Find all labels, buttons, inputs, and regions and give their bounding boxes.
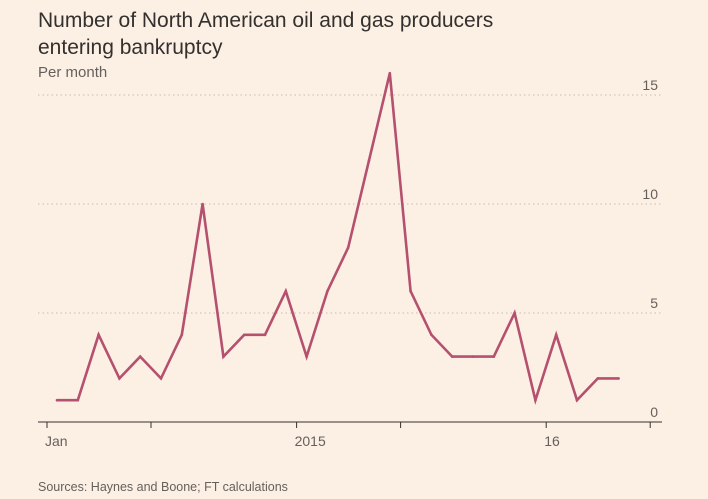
data-point <box>471 355 475 358</box>
x-tick-label: 16 <box>544 433 560 449</box>
y-tick-label: 0 <box>650 404 658 420</box>
data-point <box>430 333 433 337</box>
data-point <box>284 289 288 293</box>
data-point <box>263 333 267 337</box>
series-line <box>57 72 619 406</box>
data-point <box>242 333 246 337</box>
data-point <box>138 355 142 358</box>
data-point <box>388 71 392 75</box>
data-point <box>305 355 308 358</box>
chart-subtitle: Per month <box>38 64 108 81</box>
data-point <box>575 398 579 402</box>
data-point <box>367 159 371 162</box>
data-point <box>55 398 59 402</box>
data-point <box>596 377 600 380</box>
data-point <box>97 333 100 337</box>
data-point <box>450 355 454 358</box>
data-point <box>180 333 184 337</box>
data-point <box>492 355 496 358</box>
data-point <box>534 398 537 402</box>
y-tick-label: 10 <box>642 186 658 202</box>
series-layer <box>55 71 620 406</box>
data-point <box>554 333 558 337</box>
data-point <box>346 246 350 249</box>
y-tick-label: 15 <box>642 77 658 93</box>
chart-title: Number of North American oil and gas pro… <box>38 9 494 59</box>
data-point <box>409 289 412 293</box>
x-axis: Jan201516Apr <box>38 421 662 449</box>
x-tick-label: 2015 <box>295 433 326 449</box>
y-tick-label: 5 <box>650 295 658 311</box>
data-point <box>513 311 516 315</box>
chart-source: Sources: Haynes and Boone; FT calculatio… <box>38 480 288 494</box>
data-point <box>222 355 225 358</box>
data-point <box>118 377 121 380</box>
data-point <box>159 377 163 380</box>
data-point <box>76 398 80 402</box>
data-point <box>617 377 620 380</box>
x-tick-label: Jan <box>45 433 68 449</box>
data-point <box>326 289 329 293</box>
gridlines: 0 5 10 15 <box>38 77 662 420</box>
data-point <box>201 202 204 206</box>
